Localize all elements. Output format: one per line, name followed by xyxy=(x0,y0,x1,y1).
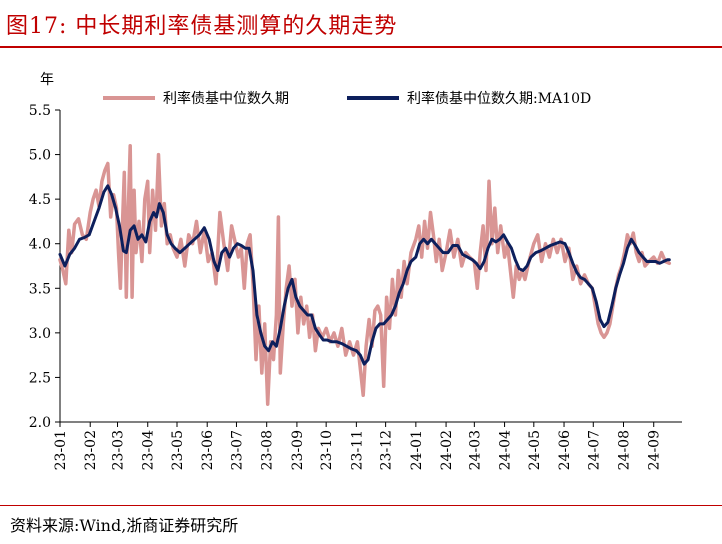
series-line-1 xyxy=(58,184,671,366)
y-tick-label: 3.0 xyxy=(29,326,51,342)
x-tick-label: 23-04 xyxy=(141,430,157,470)
legend-label-0: 利率债基中位数久期 xyxy=(163,90,289,107)
x-tick-label: 24-02 xyxy=(439,430,455,470)
y-axis-unit-label: 年 xyxy=(40,72,54,88)
y-tick-label: 2.5 xyxy=(29,370,51,386)
source-rule xyxy=(0,505,722,506)
source-note: 资料来源:Wind,浙商证券研究所 xyxy=(10,516,239,535)
x-tick-label: 23-02 xyxy=(83,430,99,470)
x-tick-label: 23-07 xyxy=(229,430,245,470)
y-tick-label: 5.5 xyxy=(29,103,51,119)
y-tick-label: 3.5 xyxy=(29,281,51,297)
x-axis: 23-01 23-02 23-03 23-04 23-05 23-06 23-07 23-08… xyxy=(53,421,682,470)
figure-title: 图17: 中长期利率债基测算的久期走势 xyxy=(6,14,398,39)
legend: 利率债基中位数久期 利率债基中位数久期:MA10D xyxy=(103,90,591,107)
x-tick-label: 23-10 xyxy=(319,430,335,470)
y-tick-label: 4.0 xyxy=(29,237,51,253)
y-axis: 2.0 2.5 3.0 3.5 4.0 4.5 5.0 5.5 xyxy=(29,103,61,431)
x-tick-label: 23-03 xyxy=(111,430,127,470)
x-tick-label: 23-06 xyxy=(200,430,216,470)
y-tick-label: 5.0 xyxy=(29,148,51,164)
x-tick-label: 23-11 xyxy=(349,430,365,470)
legend-label-1: 利率债基中位数久期:MA10D xyxy=(407,90,591,107)
x-tick-label: 24-05 xyxy=(527,430,543,470)
x-tick-label: 24-04 xyxy=(498,430,514,470)
title-rule xyxy=(0,46,722,48)
x-tick-label: 23-01 xyxy=(53,430,69,470)
duration-line-chart: 年 2.02.53.03.54.04.55.05.5 23-01 23-02 23-… xyxy=(29,72,682,470)
x-tick-label: 23-09 xyxy=(290,430,306,470)
x-tick-label: 24-09 xyxy=(647,430,663,470)
x-tick-label: 24-03 xyxy=(467,430,483,470)
x-tick-label: 24-01 xyxy=(409,430,425,470)
x-tick-label: 24-08 xyxy=(617,430,633,470)
y-tick-label: 4.5 xyxy=(29,192,51,208)
x-tick-label: 24-07 xyxy=(586,430,602,470)
x-tick-label: 23-05 xyxy=(170,430,186,470)
y-tick-label: 2.0 xyxy=(29,415,51,431)
series-lines xyxy=(58,143,672,406)
series-line-0 xyxy=(58,143,672,406)
x-tick-label: 24-06 xyxy=(557,430,573,470)
x-tick-label: 23-12 xyxy=(379,430,395,470)
x-tick-label: 23-08 xyxy=(260,430,276,470)
